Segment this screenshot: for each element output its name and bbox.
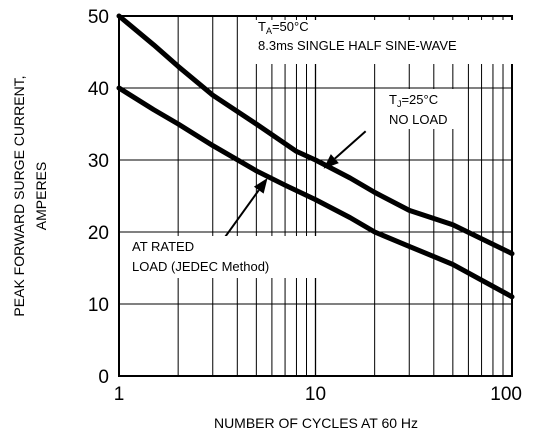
arrow-rated-load	[220, 189, 260, 244]
y-tick-label: 0	[98, 367, 109, 388]
arrowhead-no-load	[323, 154, 339, 169]
y-axis-label: PEAK FORWARD SURGE CURRENT, AMPERES	[11, 75, 49, 316]
arrow-no-load	[334, 130, 367, 160]
waveform-annotation: 8.3ms SINGLE HALF SINE-WAVE	[258, 38, 457, 53]
x-tick-label: 1	[114, 384, 125, 405]
annotation-bg	[254, 20, 516, 64]
tj-annotation-bg	[380, 89, 460, 129]
rated-annotation-line2: LOAD (JEDEC Method)	[132, 259, 269, 274]
arrowhead-rated-load	[253, 178, 268, 194]
grid-layer	[119, 16, 512, 376]
arrow-layer	[220, 130, 367, 244]
y-tick-label: 20	[88, 223, 109, 244]
tick-layer: 1 10 100 0 10 20 30 40 50	[88, 7, 522, 405]
y-tick-label: 30	[88, 151, 109, 172]
rated-annotation-line1: AT RATED	[132, 239, 194, 254]
y-axis-label-line1: PEAK FORWARD SURGE CURRENT,	[11, 75, 27, 316]
x-axis-label: NUMBER OF CYCLES AT 60 Hz	[214, 415, 418, 431]
rated-annotation-bg	[128, 236, 318, 278]
ta-annotation: TA=50°C	[258, 19, 309, 36]
plot-frame	[118, 15, 513, 377]
series-layer	[116, 13, 515, 300]
series-line-rated-load	[116, 85, 515, 300]
x-tick-label: 100	[490, 384, 522, 405]
y-axis-label-line2: AMPERES	[33, 162, 49, 230]
y-tick-label: 40	[88, 79, 109, 100]
x-tick-label: 10	[305, 384, 326, 405]
series-line-no-load	[116, 13, 515, 257]
y-tick-label: 10	[88, 295, 109, 316]
y-tick-label: 50	[88, 7, 109, 28]
tj-annotation: TJ=25°C	[389, 92, 438, 109]
no-load-annotation: NO LOAD	[389, 112, 448, 127]
